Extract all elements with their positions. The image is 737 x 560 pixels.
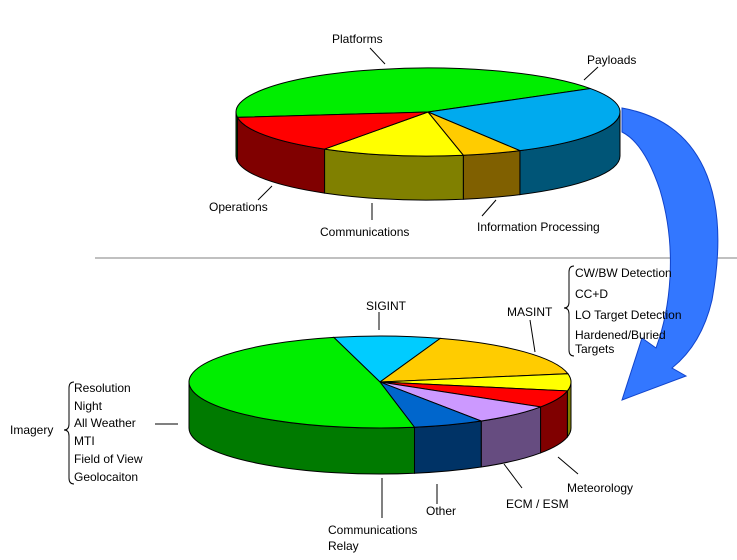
slice-payloads (426, 88, 621, 152)
slice-side-communications-relay (413, 420, 482, 474)
imagery-item-night: Night (74, 399, 103, 413)
brace-masint (563, 265, 575, 357)
slice-operations (236, 111, 429, 150)
label-platforms: Platforms (332, 32, 383, 46)
slice-platforms (235, 67, 591, 118)
label-meteorology: Meteorology (567, 481, 633, 495)
slice-side-communications (324, 148, 464, 201)
label-information-processing: Information Processing (477, 220, 600, 234)
masint-item-lo-target: LO Target Detection (575, 308, 682, 322)
pie-bottom (188, 335, 572, 475)
slice-communications (324, 111, 465, 157)
label-communications-relay-line1: Communications (328, 523, 417, 537)
label-imagery: Imagery (10, 423, 53, 437)
curved-arrow (621, 107, 719, 401)
label-other: Other (426, 504, 456, 518)
masint-item-ccd: CC+D (575, 287, 608, 301)
label-payloads: Payloads (587, 53, 636, 67)
label-ecm-esm: ECM / ESM (506, 497, 569, 511)
leader-lines-bottom (155, 312, 579, 518)
masint-item-hardened: Hardened/Buried (575, 328, 666, 342)
masint-item-cwbw: CW/BW Detection (575, 266, 672, 280)
leader-lines-top (257, 47, 599, 220)
imagery-item-resolution: Resolution (74, 381, 131, 395)
slice-side-information-processing (462, 150, 521, 200)
masint-item-targets: Targets (575, 342, 614, 356)
label-sigint: SIGINT (366, 299, 407, 313)
label-masint: MASINT (507, 305, 553, 319)
slice-imagery (188, 336, 416, 429)
imagery-item-field-of-view: Field of View (74, 452, 143, 466)
slice-sigint (332, 335, 442, 383)
label-operations: Operations (209, 200, 268, 214)
imagery-item-mti: MTI (74, 434, 95, 448)
brace-imagery (63, 381, 75, 485)
imagery-item-geolocation: Geolocaiton (74, 470, 138, 484)
label-communications: Communications (320, 225, 409, 239)
slice-masint (378, 337, 569, 383)
pie-top (235, 67, 621, 201)
imagery-item-all-weather: All Weather (74, 416, 136, 430)
label-communications-relay-line2: Relay (328, 539, 359, 553)
